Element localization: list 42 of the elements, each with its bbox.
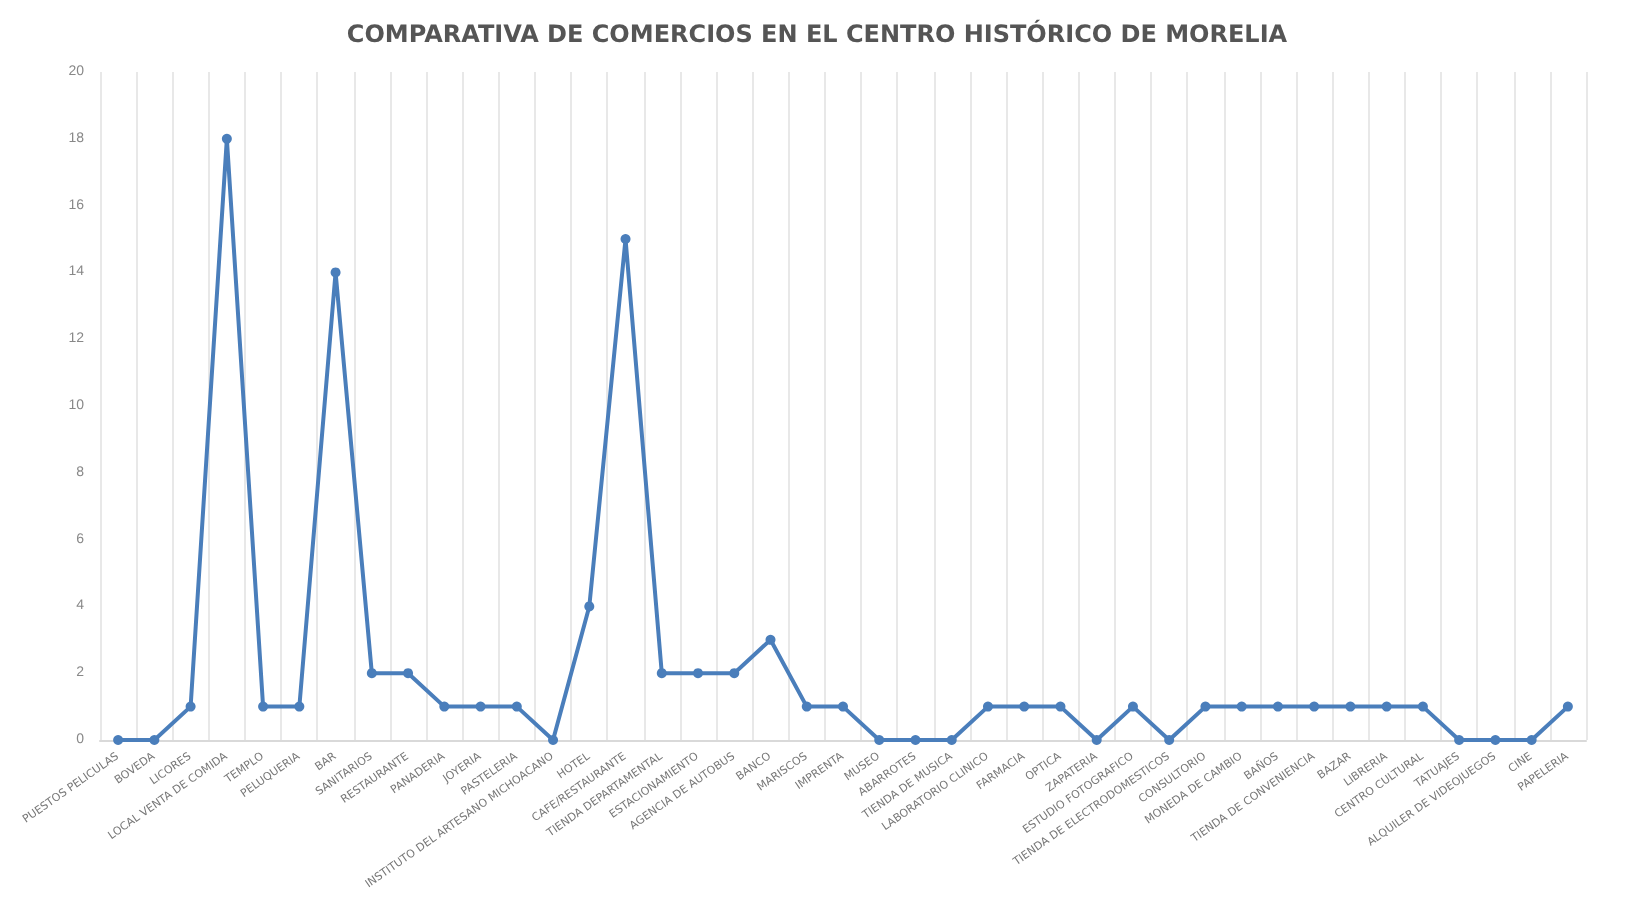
point	[1091, 735, 1102, 745]
point	[1272, 701, 1283, 712]
point	[982, 701, 993, 712]
point	[511, 701, 522, 712]
point	[874, 735, 885, 745]
point	[1381, 701, 1392, 712]
point	[1309, 701, 1320, 712]
point	[1417, 701, 1428, 712]
point	[1345, 701, 1356, 712]
point	[475, 701, 486, 712]
point	[1490, 735, 1501, 745]
point	[693, 668, 704, 679]
point	[1055, 701, 1066, 712]
point	[620, 234, 631, 244]
point	[729, 668, 740, 679]
point	[1236, 701, 1247, 712]
point	[149, 735, 160, 745]
point	[330, 267, 341, 278]
point	[294, 701, 305, 712]
point	[221, 133, 232, 144]
point	[910, 735, 921, 745]
point	[1127, 701, 1138, 712]
point	[185, 701, 196, 712]
point	[1200, 701, 1211, 712]
point	[439, 701, 450, 712]
point	[1526, 735, 1537, 745]
point	[801, 701, 812, 712]
point	[1164, 735, 1175, 745]
point	[656, 668, 667, 679]
point	[403, 668, 414, 679]
point	[258, 701, 269, 712]
point	[765, 634, 776, 645]
point	[113, 735, 124, 745]
point	[1562, 701, 1573, 712]
point	[584, 601, 595, 612]
point	[366, 668, 377, 679]
point	[838, 701, 848, 712]
point	[1454, 735, 1465, 745]
point	[548, 735, 559, 745]
chart-title: COMPARATIVA DE COMERCIOS EN EL CENTRO HISTÓRICO DE MORELIA	[346, 18, 1289, 48]
point	[946, 735, 957, 745]
point	[1019, 701, 1030, 712]
